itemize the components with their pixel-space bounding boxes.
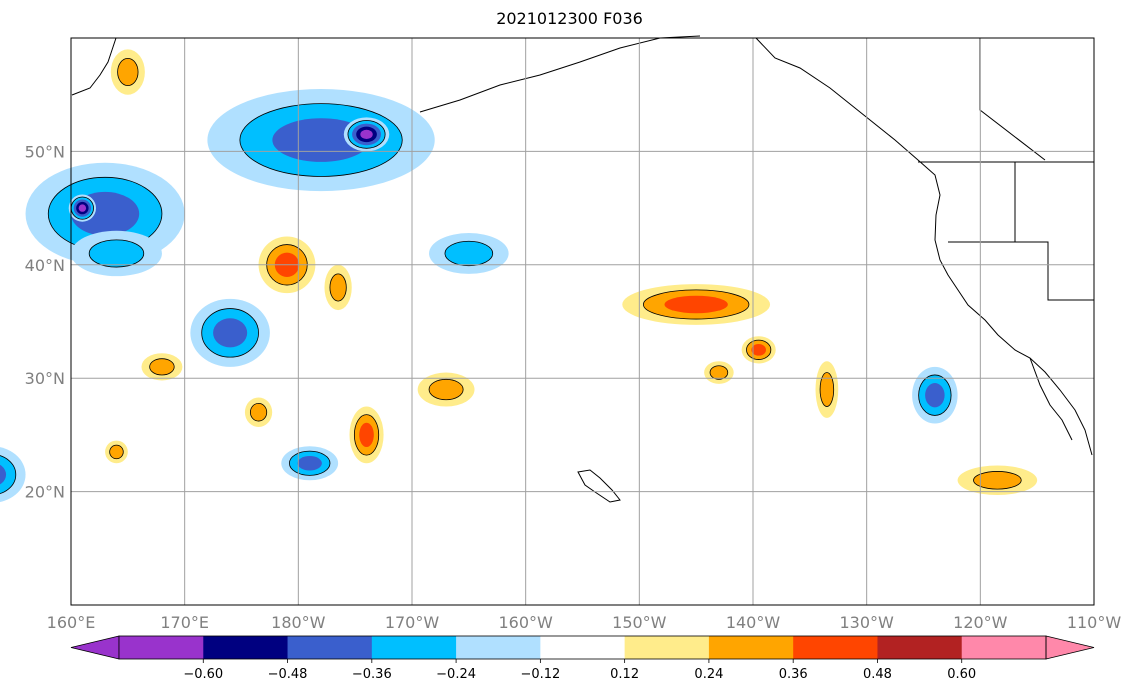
map-frame xyxy=(70,37,1095,606)
colorbar-segment xyxy=(793,636,878,659)
anomaly-blob xyxy=(141,353,183,381)
contour-level xyxy=(329,273,347,302)
contour-level xyxy=(109,444,124,460)
contour-level xyxy=(925,383,945,408)
anomaly-blob xyxy=(349,406,384,464)
lon-tick-label: 170°W xyxy=(385,613,440,632)
anomaly-blob xyxy=(704,361,734,384)
contour-level xyxy=(664,295,728,314)
anomaly-fields xyxy=(0,49,1038,503)
lat-tick-label: 30°N xyxy=(25,369,65,388)
contour-level xyxy=(297,455,322,471)
colorbar-segment xyxy=(203,636,289,659)
lat-tick-label: 50°N xyxy=(25,142,65,161)
contour-level xyxy=(213,318,248,348)
anomaly-blob xyxy=(324,264,352,311)
baja-peninsula xyxy=(1029,357,1073,441)
colorbar-extend-low xyxy=(70,635,120,660)
anomaly-blob xyxy=(244,397,273,427)
lon-tick-label: 170°E xyxy=(160,613,209,632)
contour-level xyxy=(428,378,464,401)
colorbar-segment xyxy=(540,636,626,659)
longitude-tick-labels: 160°E 170°E 180°W 170°W 160°W 150°W 140°W 130°W… xyxy=(47,613,1122,632)
colorbar-segment xyxy=(961,636,1047,659)
lon-tick-label: 160°W xyxy=(498,613,553,632)
colorbar-segment xyxy=(456,636,541,659)
colorbar-segment xyxy=(624,636,710,659)
contour-level xyxy=(78,204,87,212)
lat-tick-label: 40°N xyxy=(25,256,65,275)
anomaly-blob xyxy=(343,117,390,152)
colorbar-tick-label: 0.60 xyxy=(947,667,976,682)
anomaly-blob xyxy=(912,366,958,424)
colorbar-segment xyxy=(119,636,204,659)
lon-tick-label: 150°W xyxy=(612,613,667,632)
colorbar-tick-label: −0.12 xyxy=(520,667,560,682)
lon-tick-label: 110°W xyxy=(1067,613,1122,632)
anomaly-blob xyxy=(281,446,339,481)
contour-level xyxy=(751,344,766,356)
anomaly-blob xyxy=(190,298,270,367)
contour-level xyxy=(709,365,729,380)
anomaly-blob xyxy=(957,465,1038,496)
colorbar-tick-label: 0.48 xyxy=(863,667,892,682)
contour-level xyxy=(149,358,175,376)
colorbar: −0.60 −0.48 −0.36 −0.24 −0.12 0.12 0.24 0.36 0.4… xyxy=(70,635,1095,682)
lon-tick-label: 180°W xyxy=(271,613,326,632)
contour-level xyxy=(117,58,139,87)
anomaly-blob xyxy=(622,284,771,325)
contour-level xyxy=(444,240,494,267)
colorbar-segment xyxy=(708,636,794,659)
colorbar-outline xyxy=(118,635,1047,660)
colorbar-tick-label: −0.48 xyxy=(268,667,308,682)
contour-level xyxy=(249,402,268,422)
lon-tick-label: 130°W xyxy=(839,613,894,632)
colorbar-segment xyxy=(371,636,457,659)
colorbar-tick-label: −0.60 xyxy=(183,667,223,682)
contour-level xyxy=(0,464,7,485)
colorbar-extend-high xyxy=(1045,635,1095,660)
colorbar-segment xyxy=(877,636,963,659)
gridlines xyxy=(71,38,1094,605)
anomaly-blob xyxy=(207,89,435,192)
lat-tick-label: 20°N xyxy=(25,483,65,502)
anomaly-blob xyxy=(0,447,26,503)
contour-level xyxy=(360,129,373,140)
anomaly-blob xyxy=(815,361,839,418)
colorbar-tick-label: −0.36 xyxy=(352,667,392,682)
contour-level xyxy=(88,239,145,268)
lon-tick-label: 140°W xyxy=(726,613,781,632)
coastlines xyxy=(71,35,1094,503)
colorbar-tick-label: 0.24 xyxy=(694,667,723,682)
contour-level xyxy=(0,455,17,494)
alaska-coastline xyxy=(419,35,701,113)
contour-level xyxy=(819,372,835,407)
anomaly-blob xyxy=(68,194,97,222)
state-border-ca-nv xyxy=(948,241,1094,301)
latitude-tick-labels: 20°N 30°N 40°N 50°N xyxy=(25,142,65,501)
colorbar-tick-label: 0.36 xyxy=(779,667,808,682)
anomaly-blob xyxy=(417,372,475,407)
anomaly-blob xyxy=(741,336,776,364)
colorbar-tick-label: −0.24 xyxy=(436,667,476,682)
alaska-canada-border xyxy=(979,38,1046,161)
north-america-coastline xyxy=(755,37,1093,456)
anomaly-blob xyxy=(71,230,162,277)
lon-tick-label: 120°W xyxy=(953,613,1008,632)
lon-tick-label: 160°E xyxy=(47,613,96,632)
hawaii-islands xyxy=(577,469,621,503)
anomaly-blob xyxy=(105,440,128,464)
anomaly-blob xyxy=(110,49,145,95)
contour-level xyxy=(973,471,1022,490)
anomaly-blob xyxy=(429,233,509,274)
colorbar-segment xyxy=(287,636,373,659)
contour-level xyxy=(359,422,374,448)
colorbar-tick-label: 0.12 xyxy=(610,667,639,682)
map-title: 2021012300 F036 xyxy=(496,9,643,28)
kamchatka-coastline xyxy=(71,37,117,96)
